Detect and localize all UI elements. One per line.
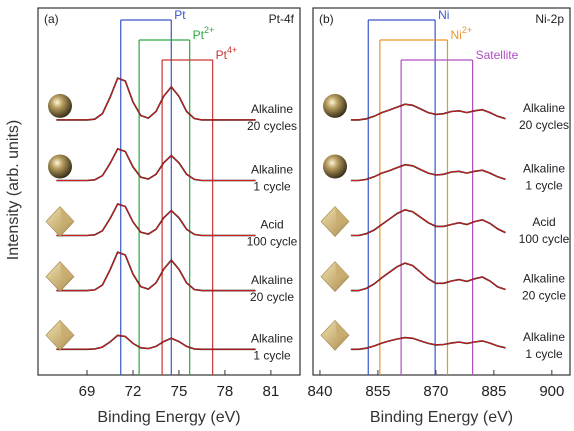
- particle-facet: [335, 320, 349, 339]
- marker-name: Satellite: [476, 48, 519, 62]
- x-tick-label: 840: [307, 383, 332, 400]
- marker-label: Pt2+: [193, 25, 215, 42]
- marker-label: Ni: [438, 8, 449, 22]
- x-tick-label: 69: [79, 383, 96, 400]
- marker-label: Satellite: [476, 48, 519, 62]
- marker-name: Ni: [450, 28, 461, 42]
- spectrum-line: [56, 334, 256, 351]
- marker-label: Ni2+: [450, 25, 472, 42]
- series-label: Alkaline: [251, 163, 293, 177]
- series-label: 100 cycle: [247, 235, 298, 249]
- particle-icon: [323, 93, 347, 118]
- particle-facet: [60, 206, 74, 225]
- panel-label: (b): [319, 12, 334, 26]
- marker-sup: 2+: [204, 25, 214, 35]
- series-label: 1 cycle: [253, 180, 291, 194]
- marker-label: Pt4+: [216, 45, 238, 62]
- x-tick-label: 855: [365, 383, 390, 400]
- particle-facet: [335, 261, 349, 280]
- series-label: Alkaline: [523, 101, 565, 115]
- series-label: Alkaline: [523, 330, 565, 344]
- marker-name: Pt: [174, 8, 186, 22]
- x-tick-label: 900: [539, 383, 564, 400]
- series-label: 20 cycle: [522, 289, 566, 303]
- fit-line: [350, 164, 506, 181]
- x-axis-label: Binding Energy (eV): [97, 409, 240, 426]
- panel-label: (a): [44, 12, 59, 26]
- spectrum-line: [56, 203, 256, 237]
- series-label: 20 cycle: [250, 290, 294, 304]
- series-label: Alkaline: [251, 331, 293, 345]
- fit-line: [56, 148, 256, 181]
- panel-frame: [312, 7, 571, 376]
- fit-line: [56, 251, 256, 292]
- x-tick-label: 75: [171, 383, 188, 400]
- particle-facet: [335, 206, 349, 225]
- series-label: Alkaline: [251, 273, 293, 287]
- particle-icon: [48, 93, 72, 118]
- spectrum-line: [56, 77, 256, 121]
- marker-name: Pt: [193, 28, 205, 42]
- marker-sup: 4+: [227, 45, 237, 55]
- marker-name: Pt: [216, 48, 228, 62]
- marker-label: Pt: [174, 8, 186, 22]
- panel-title: Pt-4f: [269, 12, 295, 26]
- panel-title: Ni-2p: [535, 12, 564, 26]
- fit-line: [350, 103, 506, 121]
- marker-sup: 2+: [462, 25, 472, 35]
- x-tick-label: 870: [423, 383, 448, 400]
- x-tick-label: 78: [217, 383, 234, 400]
- series-label: 100 cycle: [519, 232, 570, 246]
- particle-facet: [60, 261, 74, 280]
- particle-icon: [48, 154, 72, 179]
- y-axis-label: Intensity (arb. units): [5, 120, 22, 261]
- spectrum-line: [56, 147, 256, 182]
- fit-line: [350, 337, 506, 350]
- series-label: Alkaline: [523, 162, 565, 176]
- series-label: 1 cycle: [253, 348, 291, 362]
- series-label: Acid: [532, 215, 555, 229]
- fit-line: [56, 334, 256, 350]
- series-label: Alkaline: [523, 272, 565, 286]
- series-label: 20 cycles: [519, 118, 569, 132]
- marker-name: Ni: [438, 8, 449, 22]
- x-tick-label: 885: [481, 383, 506, 400]
- panel-frame: [37, 7, 301, 376]
- particle-facet: [60, 320, 74, 339]
- particle-icon: [323, 154, 347, 179]
- fit-line: [56, 77, 256, 121]
- fit-line: [350, 262, 506, 292]
- x-axis-label: Binding Energy (eV): [370, 409, 513, 426]
- fit-line: [56, 203, 256, 236]
- series-label: 1 cycle: [525, 347, 563, 361]
- x-tick-label: 72: [125, 383, 142, 400]
- x-tick-label: 81: [263, 383, 280, 400]
- spectrum-line: [56, 251, 256, 292]
- fit-line: [350, 209, 506, 236]
- series-label: 20 cycles: [247, 119, 297, 133]
- series-label: 1 cycle: [525, 179, 563, 193]
- series-label: Alkaline: [251, 102, 293, 116]
- series-label: Acid: [260, 218, 283, 232]
